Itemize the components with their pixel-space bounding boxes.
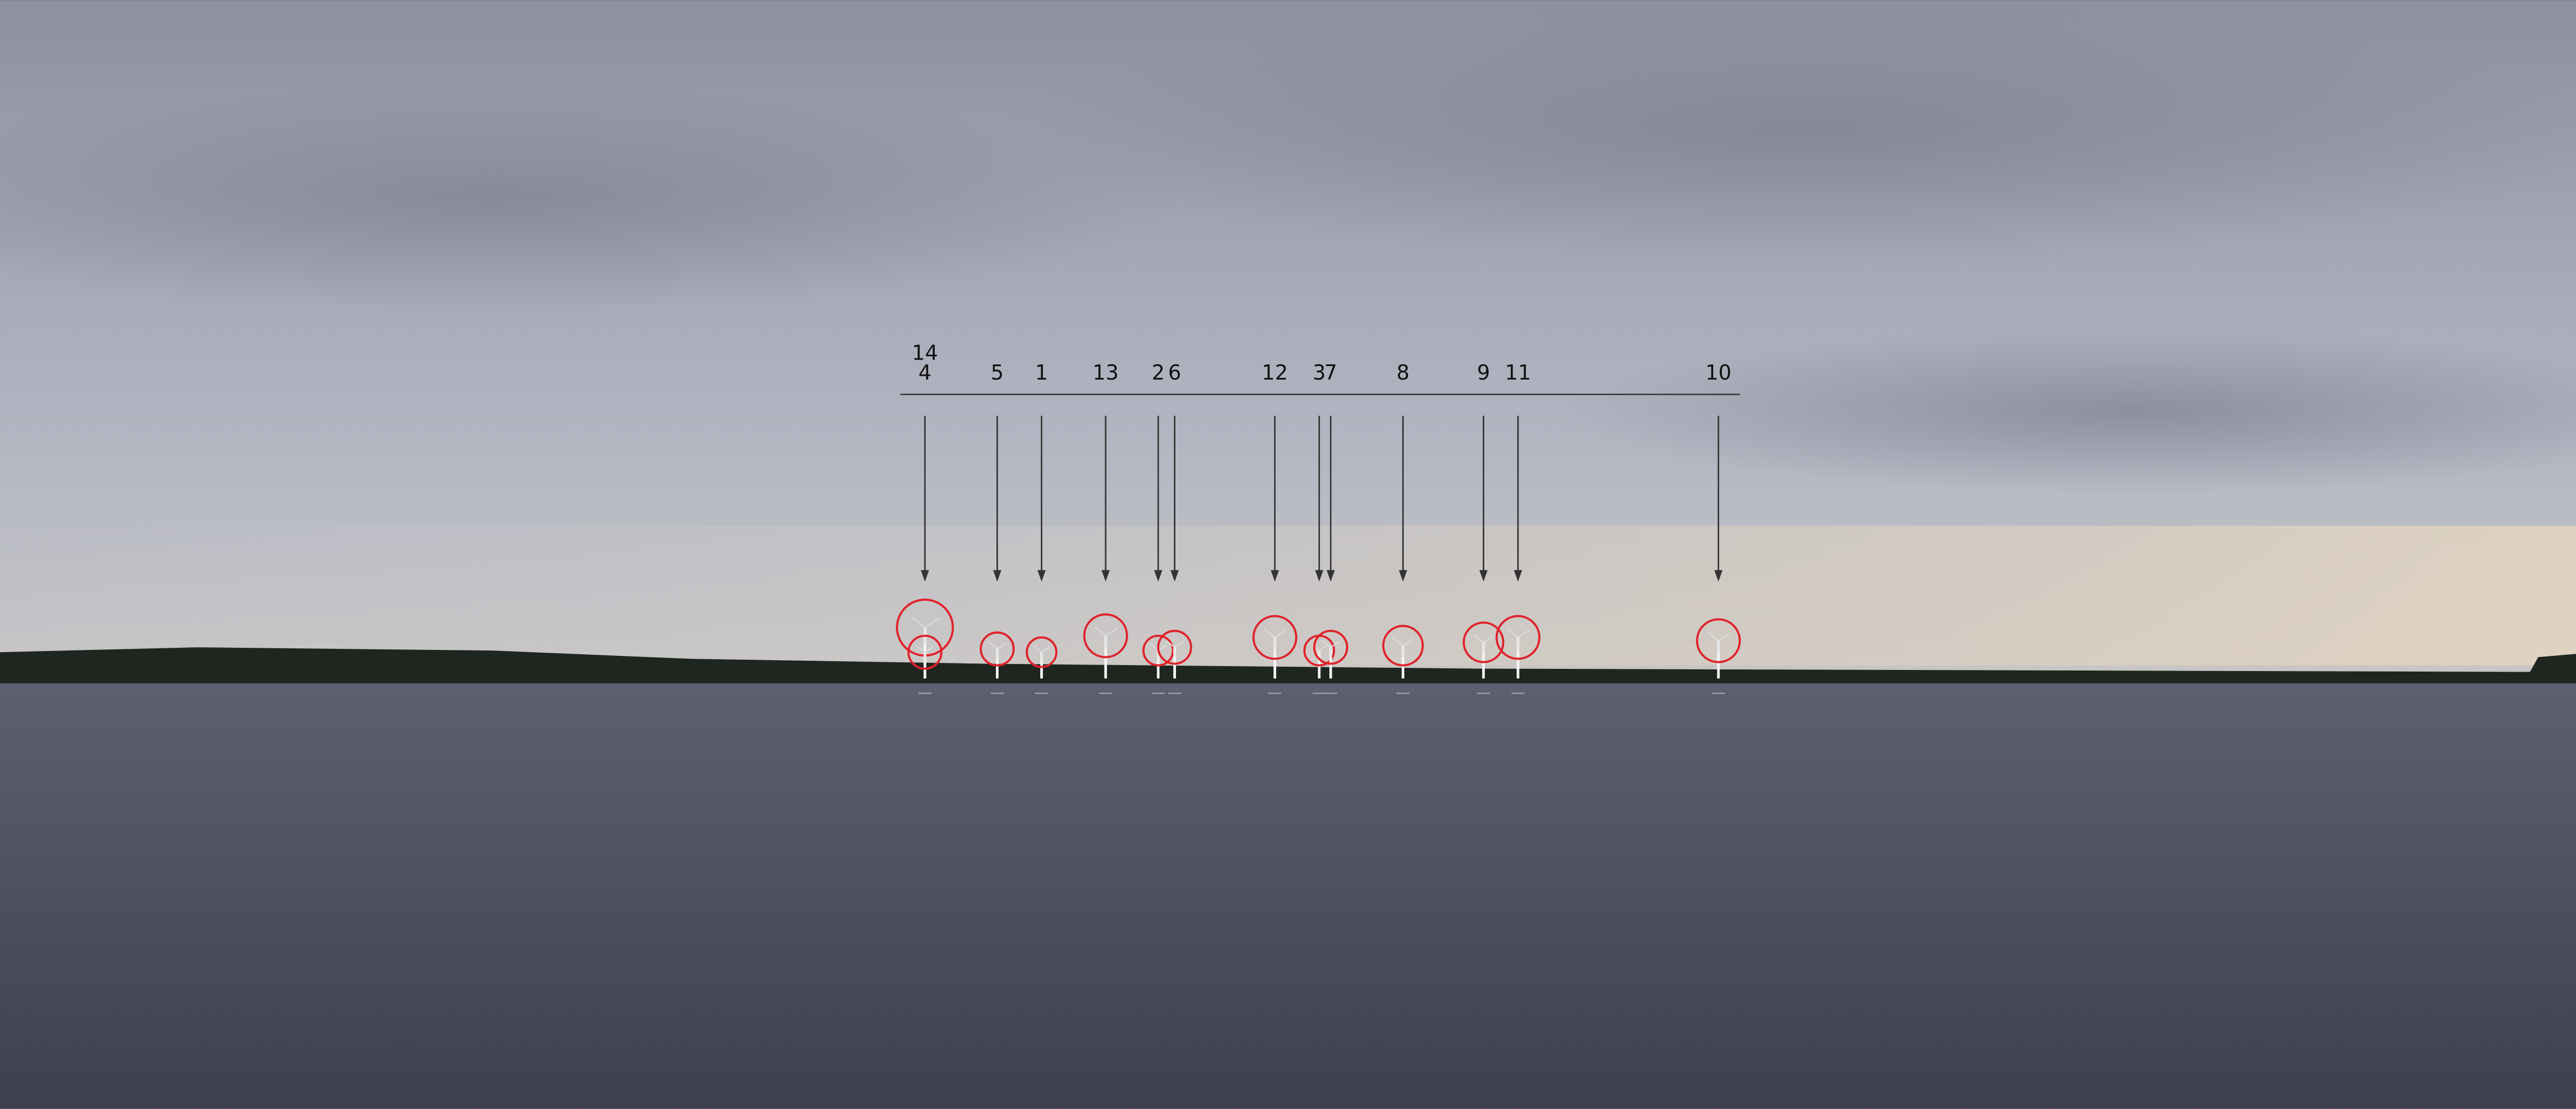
- turbine-label: 12: [1262, 361, 1288, 384]
- lake: [0, 683, 2576, 1109]
- turbine-label: 11: [1505, 361, 1531, 384]
- turbine-label: 10: [1706, 361, 1732, 384]
- turbine-label: 1: [1035, 361, 1048, 384]
- photo-montage: 1445113261237891110: [0, 0, 2576, 1109]
- turbine-label: 4: [919, 361, 932, 384]
- page: 1445113261237891110 (() => { const data …: [0, 0, 2576, 1109]
- horizon-glow: [0, 526, 2576, 665]
- turbine-label: 5: [990, 361, 1003, 384]
- turbine-label: 13: [1093, 361, 1119, 384]
- turbine-label: 7: [1324, 361, 1337, 384]
- turbine-label: 8: [1397, 361, 1410, 384]
- cloud: [986, 1, 2576, 263]
- turbine-label: 9: [1477, 361, 1490, 384]
- turbine-label: 6: [1168, 361, 1181, 384]
- turbine-label: 2: [1152, 361, 1165, 384]
